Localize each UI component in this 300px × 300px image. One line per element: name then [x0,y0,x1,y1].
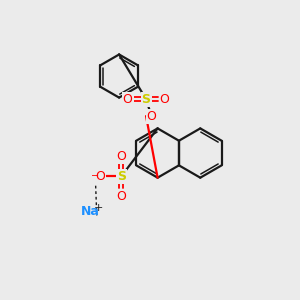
Text: Na: Na [81,205,100,218]
Text: O: O [160,93,170,106]
Text: O: O [116,190,126,203]
Text: O: O [116,150,126,163]
Text: O: O [123,93,133,106]
Text: S: S [117,169,126,183]
Text: +: + [94,203,103,213]
Text: −: − [91,171,99,181]
Text: O: O [95,169,105,183]
Text: O: O [146,110,156,123]
Text: S: S [142,93,151,106]
